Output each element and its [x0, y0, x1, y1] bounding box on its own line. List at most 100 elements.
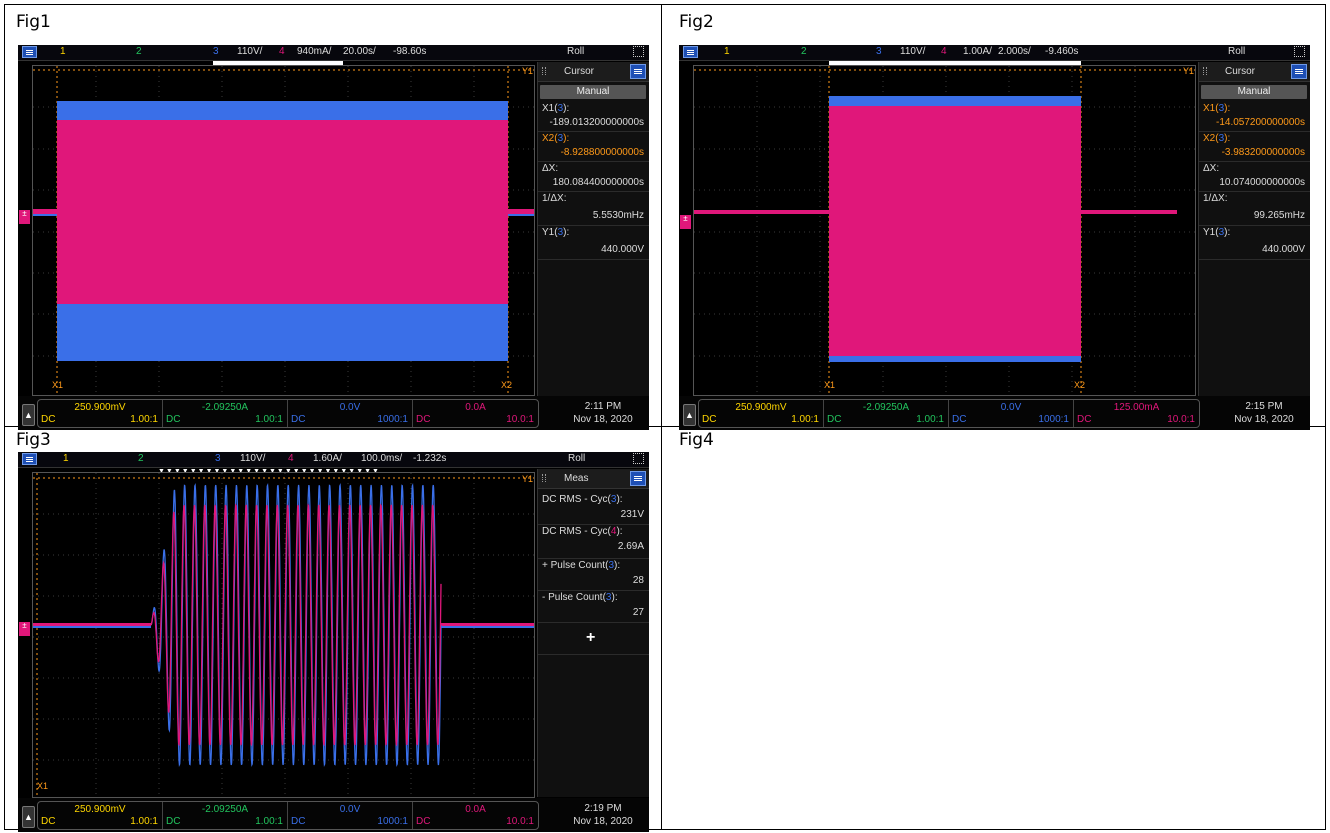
delay: -9.460s — [1045, 46, 1079, 57]
roll-mode-icon[interactable] — [633, 453, 644, 464]
cursor-x1-readout: X1(3): -189.013200000000s — [538, 102, 649, 132]
cursor-x2-readout: X2(3): -3.983200000000s — [1199, 132, 1310, 162]
ch2-indicator[interactable]: 2 — [136, 46, 142, 57]
scope-screen-fig2: 1 2 3 110V/ 4 1.00A/ 2.000s/ -9.460s Rol… — [679, 45, 1310, 430]
ch4-settings[interactable]: 125.00mA DC 10.0:1 — [1077, 402, 1195, 425]
trigger-position-bar — [829, 61, 1081, 65]
up-arrow-icon[interactable]: ▲ — [683, 404, 696, 426]
roll-mode-icon[interactable] — [1294, 46, 1305, 57]
cursor-mode-button[interactable]: Manual — [540, 85, 646, 99]
ch3-settings[interactable]: 0.0V DC 1000:1 — [288, 400, 413, 427]
ch2-settings[interactable]: -2.09250A DC 1.00:1 — [824, 400, 949, 427]
ch3-indicator[interactable]: 3 — [215, 453, 221, 464]
ground-marker-icon[interactable]: ± — [19, 622, 30, 636]
acquisition-mode: Roll — [1228, 46, 1246, 57]
ch4-settings[interactable]: 0.0A DC 10.0:1 — [416, 402, 534, 425]
measurement-ch3-rms[interactable]: DC RMS - Cyc(3): 231V — [538, 493, 649, 525]
ch3-indicator[interactable]: 3 — [876, 46, 882, 57]
delta-x-readout: ΔX: 180.084400000000s — [538, 162, 649, 192]
scope-status-bar: 1 2 3 110V/ 4 1.00A/ 2.000s/ -9.460s Rol… — [679, 45, 1310, 61]
ch3-scale: 110V/ — [237, 46, 263, 57]
ch4-scale: 1.00A/ — [963, 46, 992, 57]
delay: -1.232s — [413, 453, 447, 464]
add-measurement-row[interactable]: + — [538, 623, 649, 655]
ch2-indicator[interactable]: 2 — [138, 453, 144, 464]
ch4-scale: 1.60A/ — [313, 453, 342, 464]
ch1-settings[interactable]: 250.900mV DC 1.00:1 — [38, 400, 163, 427]
grip-icon[interactable] — [542, 474, 546, 482]
ch3-baseline-left — [33, 214, 57, 216]
channel-settings: 250.900mV DC 1.00:1 -2.09250A DC 1.00:1 … — [698, 399, 1200, 428]
up-arrow-icon[interactable]: ▲ — [22, 806, 35, 828]
cursor-x1-marker[interactable]: X1 — [824, 380, 836, 390]
waveform-plot: X1 — [32, 472, 535, 798]
delta-x-readout: ΔX: 10.074000000000s — [1199, 162, 1310, 192]
cursor-y1-marker[interactable]: Y1 — [522, 66, 534, 76]
menu-icon[interactable] — [683, 46, 698, 58]
cursor-y1-marker[interactable]: Y1 — [1183, 66, 1195, 76]
ch2-settings[interactable]: -2.09250A DC 1.00:1 — [163, 802, 288, 829]
grip-icon[interactable] — [542, 67, 546, 75]
measurement-neg-pulse-count[interactable]: - Pulse Count(3): 27 — [538, 591, 649, 623]
waveform-svg — [694, 66, 1195, 395]
scope-status-bar: 1 2 3 110V/ 4 940mA/ 20.00s/ -98.60s Rol… — [18, 45, 649, 61]
ch4-scale: 940mA/ — [297, 46, 332, 57]
ch4-indicator[interactable]: 4 — [288, 453, 294, 464]
menu-icon[interactable] — [630, 64, 646, 79]
trigger-position-bar — [213, 61, 343, 65]
menu-icon[interactable] — [630, 471, 646, 486]
cursor-panel: Cursor Manual X1(3): -14.057200000000s X… — [1198, 62, 1310, 396]
ch4-settings[interactable]: 0.0A DC 10.0:1 — [416, 804, 534, 827]
grid-divider-vertical — [661, 5, 662, 829]
ch3-indicator[interactable]: 3 — [213, 46, 219, 57]
waveform-svg — [33, 473, 534, 797]
inverse-delta-x-readout: 1/ΔX: 99.265mHz — [1199, 192, 1310, 226]
ch3-settings[interactable]: 0.0V DC 1000:1 — [949, 400, 1074, 427]
panel-title: Cursor — [1225, 66, 1256, 77]
menu-icon[interactable] — [22, 46, 37, 58]
grip-icon[interactable] — [1203, 67, 1207, 75]
ch1-settings[interactable]: 250.900mV DC 1.00:1 — [699, 400, 824, 427]
scope-screen-fig3: 1 2 3 110V/ 4 1.60A/ 100.0ms/ -1.232s Ro… — [18, 452, 649, 832]
ch2-indicator[interactable]: 2 — [801, 46, 807, 57]
clock: 2:11 PM Nov 18, 2020 — [573, 401, 633, 425]
ch1-settings[interactable]: 250.900mV DC 1.00:1 — [38, 802, 163, 829]
ground-marker-icon[interactable]: ± — [680, 215, 691, 229]
fig3-label: Fig3 — [16, 430, 51, 450]
cursor-x1-readout: X1(3): -14.057200000000s — [1199, 102, 1310, 132]
cursor-x1-marker[interactable]: X1 — [52, 380, 64, 390]
cursor-y1-marker[interactable]: Y1 — [522, 474, 534, 484]
menu-icon[interactable] — [22, 453, 37, 465]
inverse-delta-x-readout: 1/ΔX: 5.5530mHz — [538, 192, 649, 226]
channel-bar: ▲ 250.900mV DC 1.00:1 -2.09250A DC 1.00:… — [679, 396, 1310, 430]
ch3-scale: 110V/ — [240, 453, 266, 464]
waveform-plot: X1 X2 — [693, 65, 1196, 396]
panel-header: Meas — [538, 469, 649, 489]
channel-settings: 250.900mV DC 1.00:1 -2.09250A DC 1.00:1 … — [37, 399, 539, 428]
ch2-settings[interactable]: -2.09250A DC 1.00:1 — [163, 400, 288, 427]
measurement-ch4-rms[interactable]: DC RMS - Cyc(4): 2.69A — [538, 525, 649, 559]
ch1-indicator[interactable]: 1 — [63, 453, 69, 464]
scope-screen-fig1: 1 2 3 110V/ 4 940mA/ 20.00s/ -98.60s Rol… — [18, 45, 649, 430]
ground-marker-icon[interactable]: ± — [19, 210, 30, 224]
menu-icon[interactable] — [1291, 64, 1307, 79]
add-measurement-icon[interactable]: + — [586, 629, 596, 646]
ch3-settings[interactable]: 0.0V DC 1000:1 — [288, 802, 413, 829]
clock: 2:15 PM Nov 18, 2020 — [1234, 401, 1294, 425]
roll-mode-icon[interactable] — [633, 46, 644, 57]
ch1-indicator[interactable]: 1 — [724, 46, 730, 57]
ch4-indicator[interactable]: 4 — [941, 46, 947, 57]
panel-title: Cursor — [564, 66, 595, 77]
cursor-x2-marker[interactable]: X2 — [501, 380, 513, 390]
measurement-pos-pulse-count[interactable]: + Pulse Count(3): 28 — [538, 559, 649, 591]
panel-header: Cursor — [538, 62, 649, 82]
ch4-indicator[interactable]: 4 — [279, 46, 285, 57]
timebase: 20.00s/ — [343, 46, 376, 57]
ch1-indicator[interactable]: 1 — [60, 46, 66, 57]
up-arrow-icon[interactable]: ▲ — [22, 404, 35, 426]
channel-bar: ▲ 250.900mV DC 1.00:1 -2.09250A DC 1.00:… — [18, 798, 649, 832]
cursor-x2-marker[interactable]: X2 — [1074, 380, 1086, 390]
cursor-x1-marker[interactable]: X1 — [37, 781, 49, 791]
cursor-mode-button[interactable]: Manual — [1201, 85, 1307, 99]
timebase: 2.000s/ — [998, 46, 1031, 57]
